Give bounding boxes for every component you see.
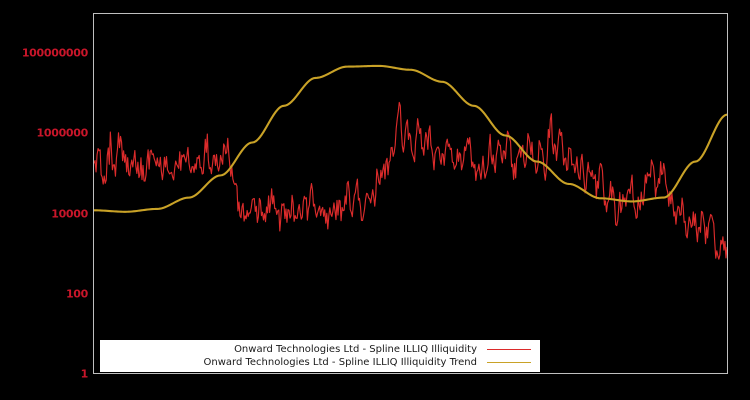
legend-entry-series: Onward Technologies Ltd - Spline ILLIQ I… (101, 343, 535, 356)
y-tick-label: 100 (65, 287, 88, 301)
y-tick-label: 1000000 (36, 126, 89, 140)
series-canvas (94, 64, 727, 260)
y-tick-label: 10000 (51, 207, 88, 221)
legend-swatch-trend-icon (487, 362, 531, 363)
chart-legend: Onward Technologies Ltd - Spline ILLIQ I… (100, 340, 540, 372)
legend-swatch-series-icon (487, 349, 531, 350)
legend-entry-trend: Onward Technologies Ltd - Spline ILLIQ I… (101, 356, 535, 369)
y-tick-label: 1 (80, 367, 89, 381)
legend-label-series: Onward Technologies Ltd - Spline ILLIQ I… (234, 344, 477, 355)
illiquidity-series-line (94, 101, 727, 260)
plot-area (93, 13, 728, 374)
illiquidity-trend-line (94, 64, 727, 213)
y-tick-label: 100000000 (21, 46, 88, 60)
y-axis-tick-labels: 100000000 1000000 10000 100 1 (0, 0, 89, 400)
legend-label-trend: Onward Technologies Ltd - Spline ILLIQ I… (203, 357, 477, 368)
